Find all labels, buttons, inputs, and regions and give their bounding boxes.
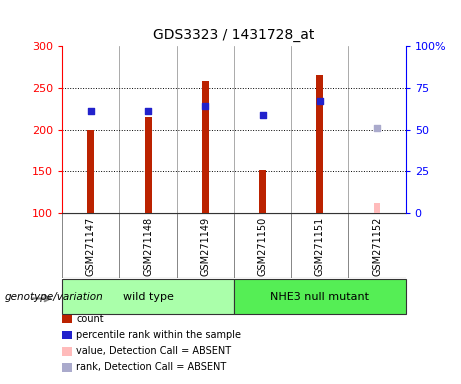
Point: [259, 111, 266, 118]
Bar: [373, 203, 380, 213]
Text: GSM271150: GSM271150: [258, 217, 267, 276]
Text: wild type: wild type: [123, 291, 173, 302]
Title: GDS3323 / 1431728_at: GDS3323 / 1431728_at: [153, 28, 315, 42]
Bar: [316, 75, 323, 213]
Bar: [62, 279, 234, 314]
Text: NHE3 null mutant: NHE3 null mutant: [270, 291, 369, 302]
Bar: [234, 279, 406, 314]
Text: percentile rank within the sample: percentile rank within the sample: [76, 330, 241, 340]
Text: value, Detection Call = ABSENT: value, Detection Call = ABSENT: [76, 346, 231, 356]
Bar: [88, 130, 95, 213]
Text: genotype/variation: genotype/variation: [5, 291, 103, 302]
Point: [144, 108, 152, 114]
Text: rank, Detection Call = ABSENT: rank, Detection Call = ABSENT: [76, 362, 226, 372]
Text: GSM271147: GSM271147: [86, 217, 96, 276]
Bar: [202, 81, 209, 213]
Point: [373, 125, 381, 131]
Point: [87, 108, 95, 114]
Point: [201, 103, 209, 109]
Bar: [259, 170, 266, 213]
Text: GSM271148: GSM271148: [143, 217, 153, 275]
Text: count: count: [76, 314, 104, 324]
Point: [316, 98, 324, 104]
Text: GSM271151: GSM271151: [315, 217, 325, 276]
Text: GSM271149: GSM271149: [201, 217, 210, 275]
Text: GSM271152: GSM271152: [372, 217, 382, 276]
Bar: [145, 117, 152, 213]
